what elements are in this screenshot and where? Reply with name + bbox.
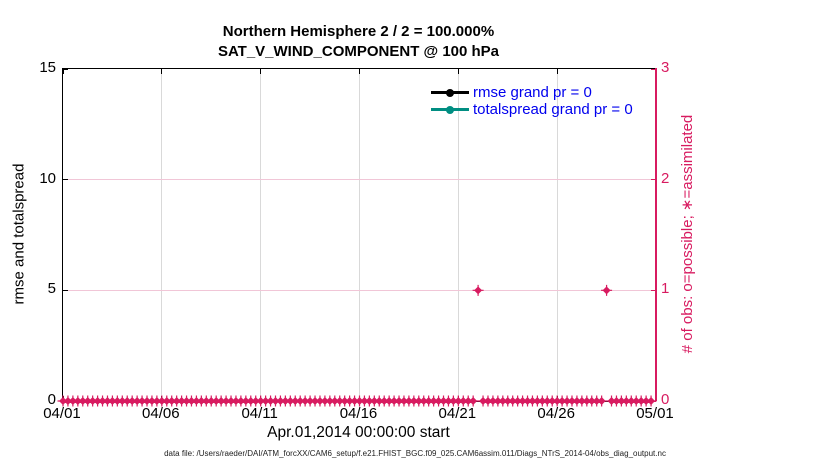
diamond-markers [59, 286, 656, 405]
asterisk-markers [57, 284, 657, 407]
chart-title: Northern Hemisphere 2 / 2 = 100.000% SAT… [62, 22, 655, 62]
left-tick-label: 0 [47, 391, 56, 408]
x-gridline [457, 69, 459, 401]
x-tickmark-top [260, 69, 262, 74]
right-axis-spine [655, 68, 657, 401]
x-tick-label: 04/11 [241, 405, 278, 422]
right-tickmark [651, 179, 656, 181]
x-gridline [556, 69, 558, 401]
x-tick-label: 04/26 [537, 405, 575, 422]
plot-area [57, 68, 657, 407]
y-gridline [63, 179, 656, 181]
legend-item-rmse: rmse grand pr = 0 [431, 84, 633, 101]
right-tick-label: 2 [661, 169, 670, 187]
legend-line-sample [431, 105, 469, 114]
circle-marker-icon [446, 88, 454, 97]
x-tick-label: 04/01 [43, 405, 81, 422]
x-tick-label: 04/21 [438, 405, 477, 422]
obs-count-markers [57, 284, 657, 407]
left-axis-label: rmse and totalspread [10, 163, 28, 305]
right-tickmark [651, 289, 656, 291]
legend-item-totalspread: totalspread grand pr = 0 [431, 101, 633, 118]
left-tickmark [63, 289, 68, 291]
left-tick-label: 15 [39, 59, 56, 76]
x-axis-label: Apr.01,2014 00:00:00 start [267, 424, 450, 441]
x-gridline [359, 69, 360, 401]
data-file-caption: data file: /Users/raeder/DAI/ATM_forcXX/… [164, 449, 666, 458]
right-tick-label: 0 [661, 391, 670, 408]
x-tickmark-top [161, 69, 163, 74]
chart-title-line2: SAT_V_WIND_COMPONENT @ 100 hPa [217, 43, 500, 60]
right-tick-label: 3 [661, 59, 670, 76]
right-axis-label: # of obs: o=possible; ∗=assimilated [679, 114, 696, 354]
x-tick-label: 04/16 [339, 405, 378, 422]
legend-label: rmse grand pr = 0 [473, 84, 592, 101]
x-tickmark-top [62, 69, 64, 74]
y-gridline [63, 289, 656, 291]
left-tick-label: 10 [39, 169, 56, 187]
x-tick-label: 05/01 [636, 405, 674, 422]
right-tick-label: 1 [661, 280, 670, 298]
chart-title-line1: Northern Hemisphere 2 / 2 = 100.000% [222, 23, 495, 40]
left-tick-label: 5 [47, 280, 56, 298]
right-tickmark [651, 68, 656, 70]
left-tickmark [63, 179, 68, 181]
left-tickmark [63, 68, 68, 70]
x-tickmark-top [556, 69, 558, 74]
circle-marker-icon [446, 105, 454, 114]
legend-label: totalspread grand pr = 0 [473, 101, 633, 118]
x-tick-label: 04/06 [142, 405, 180, 422]
x-gridline [260, 69, 262, 401]
legend: rmse grand pr = 0 totalspread grand pr =… [431, 84, 633, 118]
x-tickmark-top [457, 69, 459, 74]
legend-line-sample [431, 88, 469, 97]
x-tickmark-top [359, 69, 360, 74]
x-gridline [161, 69, 163, 401]
